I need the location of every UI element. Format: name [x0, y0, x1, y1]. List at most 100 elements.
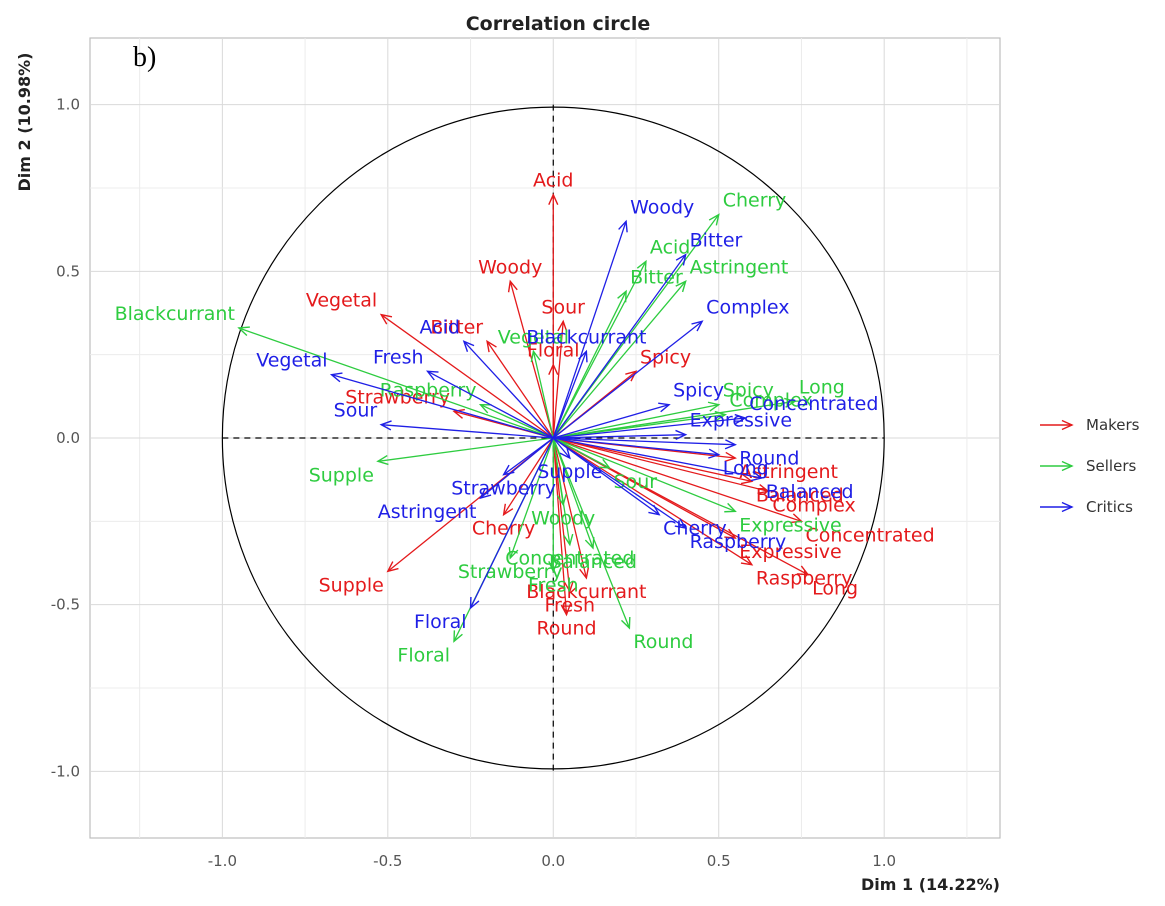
arrow-head-woody [507, 279, 518, 293]
arrow-concentrated [552, 437, 571, 545]
arrow-raspberry [552, 437, 687, 529]
arrow-head-strawberry [508, 546, 519, 560]
arrow-head-acid [548, 192, 559, 205]
arrow-astringent [552, 280, 687, 439]
y-tick-label: -1.0 [51, 762, 80, 780]
variable-label: Raspberry [756, 568, 853, 590]
variable-label: Spicy [673, 380, 724, 402]
variable-label: Woody [630, 196, 694, 218]
variable-label: Vegetal [306, 290, 377, 312]
arrow-expressive [553, 437, 736, 512]
arrow-round [553, 437, 736, 446]
arrow-bitter [486, 340, 554, 439]
arrow-head-acid [462, 340, 475, 352]
variable-label: Balanced [756, 484, 844, 506]
arrow-vegetal [380, 314, 554, 439]
arrow-head-concentrated [790, 513, 804, 524]
arrow-blackcurrant [238, 327, 554, 439]
arrow-head-spicy [625, 370, 638, 382]
variable-label: Concentrated [505, 548, 634, 570]
variable-label: Concentrated [805, 524, 934, 546]
variable-label: Long [723, 458, 769, 480]
variable-label: Woody [531, 508, 595, 530]
variable-label: Blackcurrant [526, 581, 646, 603]
arrow-head-supple [376, 454, 389, 466]
arrow-supple [377, 437, 554, 462]
arrow-head-blackcurrant [579, 567, 590, 580]
arrow-head-complex [714, 410, 728, 422]
variable-label: Vegetal [256, 350, 327, 372]
arrow-strawberry [509, 437, 554, 559]
variable-label: Floral [397, 644, 450, 666]
arrow-head-cherry [648, 504, 661, 516]
variable-label: Complex [729, 390, 812, 412]
variable-label: Cherry [472, 518, 536, 540]
legend: Makers Sellers Critics [1040, 416, 1140, 516]
arrow-raspberry [480, 404, 554, 439]
variable-label: Round [739, 448, 799, 470]
panel-tag: b) [133, 42, 156, 73]
arrow-head-long [797, 565, 810, 576]
variable-label: Long [799, 376, 845, 398]
arrow-bitter [552, 291, 627, 439]
variable-label: Vegetal [498, 326, 569, 348]
arrow-head-vegetal [329, 372, 343, 383]
arrow-head-cherry [708, 213, 720, 226]
variable-label: Blackcurrant [526, 326, 646, 348]
arrow-head-spicy [658, 402, 671, 413]
arrow-concentrated [553, 417, 746, 439]
arrow-spicy [553, 404, 719, 439]
arrow-head-acid [636, 259, 647, 273]
series-layer: Acid Woody Vegetal Bitter Sour Floral Spicy Str… [115, 170, 935, 667]
arrow-head-bitter [486, 339, 497, 353]
variable-label: Astringent [690, 256, 789, 278]
arrow-head-balanced [740, 474, 754, 485]
arrow-head-expressive [675, 429, 688, 441]
arrow-head-complex [691, 320, 704, 332]
variable-label: Raspberry [380, 380, 477, 402]
arrow-head-fresh [426, 370, 439, 381]
arrow-floral [469, 437, 554, 609]
variable-label: Cherry [723, 190, 787, 212]
arrow-blackcurrant [552, 437, 587, 579]
arrow-spicy [553, 404, 670, 439]
arrow-head-vegetal [530, 349, 541, 363]
arrow-head-fresh [548, 561, 559, 574]
arrow-head-supple [386, 561, 399, 573]
arrow-long [553, 437, 719, 456]
arrow-head-concentrated [563, 533, 574, 547]
arrow-head-round [560, 604, 571, 617]
arrow-head-sour [557, 319, 568, 332]
arrow-head-bitter [675, 253, 687, 266]
legend-label: Critics [1086, 498, 1133, 516]
y-axis-title: Dim 2 (10.98%) [15, 53, 34, 192]
y-tick-label: -0.5 [51, 596, 80, 614]
arrow-head-sour [598, 458, 612, 469]
arrow-round [552, 437, 568, 615]
variable-label: Balanced [549, 551, 637, 573]
y-tick-label: 1.0 [56, 96, 80, 114]
x-tick-label: -0.5 [373, 852, 402, 870]
arrow-head-astringent [675, 280, 687, 293]
legend-key-arrowhead [1061, 419, 1074, 431]
x-tick-label: 0.0 [541, 852, 565, 870]
variable-label: Long [812, 578, 858, 600]
arrow-head-round [724, 439, 737, 450]
arrow-head-astringent [724, 451, 737, 463]
arrow-acid [463, 340, 554, 439]
arrow-head-balanced [584, 536, 595, 550]
unit-circle [221, 106, 885, 770]
x-axis-title: Dim 1 (14.22%) [861, 875, 1000, 894]
variable-label: Complex [772, 494, 855, 516]
legend-label: Sellers [1086, 457, 1136, 475]
arrow-head-raspberry [478, 403, 492, 414]
variable-label: Sour [541, 296, 585, 318]
arrow-balanced [552, 437, 594, 549]
arrow-cherry [503, 437, 554, 516]
arrow-head-woody [618, 219, 628, 233]
variable-label: Expressive [739, 541, 841, 563]
arrow-head-floral [453, 630, 463, 643]
